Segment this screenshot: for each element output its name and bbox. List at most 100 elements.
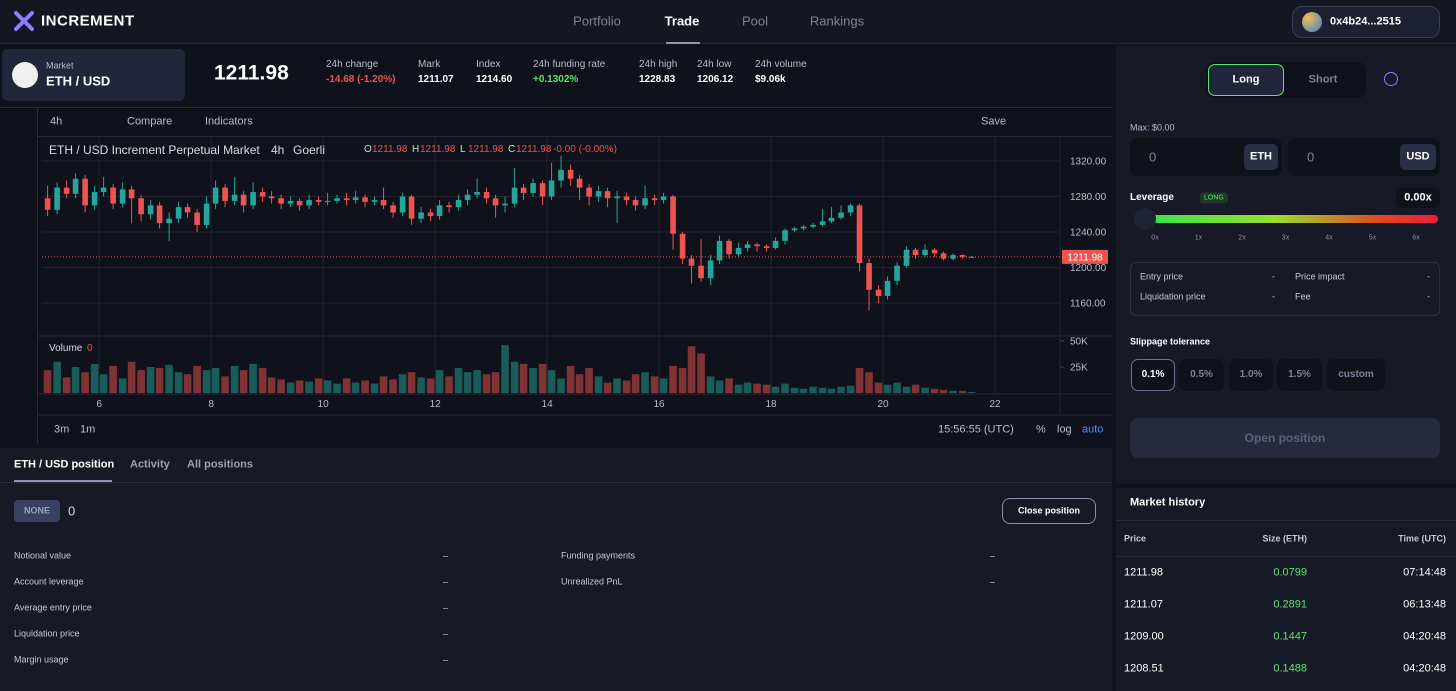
last-price: 1211.98	[214, 61, 289, 85]
long-tab-label[interactable]: Long	[1232, 73, 1260, 86]
leverage-slider[interactable]	[1140, 215, 1438, 223]
volume-bar	[230, 365, 239, 393]
short-tab-label[interactable]: Short	[1308, 73, 1338, 86]
position-tab[interactable]: ETH / USD position	[14, 458, 115, 471]
volume-bar	[193, 365, 201, 393]
open-position-button[interactable]	[1130, 418, 1440, 458]
candle-body	[856, 205, 863, 264]
candle-body	[800, 226, 807, 229]
info-label: Entry price	[1140, 271, 1184, 282]
side-badge	[14, 500, 60, 522]
y-tick-label: 1200.00	[1070, 263, 1107, 274]
volume-bar	[893, 382, 901, 393]
open-position-label[interactable]: Open position	[1244, 431, 1326, 445]
volume-bar	[323, 380, 332, 393]
stat-value: 1228.83	[639, 74, 676, 85]
volume-bar	[762, 384, 771, 393]
nav-tab[interactable]: Portfolio	[573, 13, 621, 29]
scale-option[interactable]: log	[1057, 423, 1072, 436]
candle-body	[558, 169, 564, 181]
leverage-tick: 3x	[1281, 234, 1290, 242]
candle-body	[604, 191, 611, 199]
market-label: Market	[46, 60, 74, 71]
candle-body	[147, 205, 154, 215]
trade-time: 04:20:48	[1403, 662, 1446, 675]
slippage-option-label[interactable]: 0.5%	[1190, 369, 1213, 380]
candle-body	[940, 253, 947, 259]
slippage-option-label[interactable]: 1.0%	[1239, 369, 1263, 380]
close-position-button[interactable]	[1002, 498, 1096, 524]
candle-body	[380, 200, 387, 206]
volume-bar	[958, 390, 967, 393]
candle-body	[791, 228, 798, 231]
eth-icon	[12, 62, 38, 88]
help-icon[interactable]	[1384, 72, 1398, 86]
wallet-address[interactable]: 0x4b24...2515	[1330, 15, 1401, 28]
ohlc-key: H	[412, 144, 420, 155]
volume-bar	[81, 372, 89, 393]
volume-bar	[155, 368, 164, 393]
indicators[interactable]: Indicators	[205, 115, 253, 128]
nav-tab[interactable]: Pool	[741, 13, 769, 29]
candle-body	[875, 289, 882, 296]
candle-body	[716, 240, 723, 261]
x-tick-label: 22	[989, 399, 1001, 410]
save[interactable]: Save	[981, 115, 1007, 128]
candle-body	[343, 198, 350, 201]
candle-body	[138, 198, 144, 215]
order-panel	[1116, 46, 1456, 484]
range-button[interactable]: 1m	[80, 423, 96, 436]
position-tab[interactable]: All positions	[187, 458, 253, 471]
volume-bar	[351, 382, 360, 393]
scale-option[interactable]: auto	[1082, 423, 1104, 436]
candle-body	[296, 200, 303, 206]
slippage-option[interactable]	[1229, 359, 1273, 391]
volume-bar	[267, 377, 276, 393]
candle-body	[455, 200, 462, 208]
info-label: Liquidation price	[1140, 291, 1206, 302]
nav-tab[interactable]: Rankings	[809, 13, 865, 29]
volume-bar	[585, 368, 593, 393]
scale-option[interactable]: %	[1036, 423, 1046, 436]
candle-body	[576, 178, 583, 188]
candle-body	[847, 205, 854, 213]
compare[interactable]: Compare	[127, 115, 173, 128]
range-button[interactable]: 3m	[54, 423, 70, 436]
volume-bar	[603, 382, 612, 393]
candle-body	[259, 192, 266, 197]
slippage-option[interactable]	[1131, 359, 1175, 391]
position-tab[interactable]: Activity	[130, 458, 170, 471]
candle-body	[483, 192, 490, 199]
slippage-option-label[interactable]: 1.5%	[1288, 369, 1311, 380]
slippage-label: Slippage tolerance	[1130, 336, 1211, 347]
leverage-value: 0.00x	[1404, 191, 1432, 204]
divider	[1116, 556, 1456, 557]
field-value: –	[443, 576, 449, 587]
candle-body	[119, 189, 126, 204]
slippage-option[interactable]	[1327, 359, 1385, 391]
close-position-label[interactable]: Close position	[1017, 505, 1081, 516]
stat-label: 24h funding rate	[533, 59, 606, 70]
slider-thumb[interactable]	[1134, 208, 1156, 230]
stat-label: 24h low	[697, 59, 732, 70]
history-panel	[1116, 488, 1456, 691]
candle-body	[744, 244, 751, 248]
volume-bar	[641, 372, 649, 393]
trade-price: 1211.07	[1124, 598, 1163, 611]
candle-body	[968, 256, 975, 258]
slippage-option-label[interactable]: 0.1%	[1141, 369, 1165, 380]
candle-body	[623, 196, 630, 201]
volume-bar	[799, 388, 808, 393]
stat-value: -14.68 (-1.20%)	[326, 74, 396, 85]
volume-bar	[949, 390, 957, 393]
slippage-option[interactable]	[1277, 359, 1322, 391]
field-value: –	[443, 628, 449, 639]
info-label: Price impact	[1295, 271, 1345, 282]
ohlc-key: C	[508, 144, 516, 155]
interval[interactable]: 4h	[50, 115, 63, 128]
slippage-option[interactable]	[1179, 359, 1224, 391]
nav-tab[interactable]: Trade	[664, 13, 700, 29]
long-tab[interactable]	[1208, 64, 1284, 96]
slippage-option-label[interactable]: custom	[1338, 369, 1374, 380]
candle-body	[828, 217, 835, 222]
